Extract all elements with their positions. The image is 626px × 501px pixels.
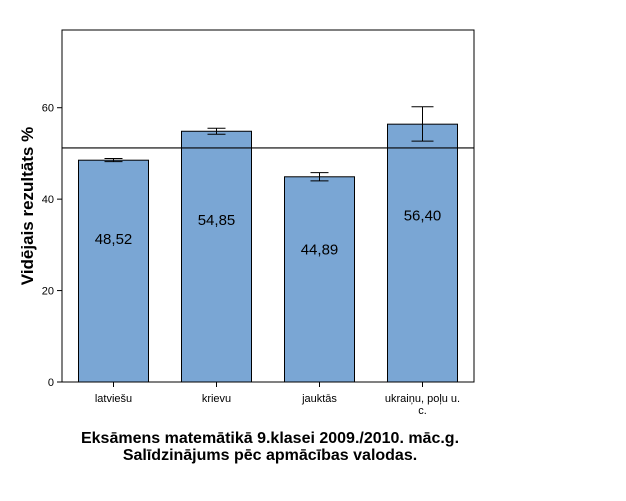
y-tick-label: 0 (48, 377, 54, 389)
y-tick-label: 40 (42, 194, 54, 206)
chart-title: Eksāmens matemātikā 9.klasei 2009./2010.… (80, 430, 460, 464)
data-label: 54,85 (198, 212, 236, 229)
bar (387, 123, 458, 383)
y-tick-label: 20 (42, 286, 54, 298)
bar (284, 176, 355, 383)
x-tick-label: ukraiņu, poļu u. (385, 393, 460, 405)
data-label: 44,89 (301, 242, 339, 259)
y-axis-label: Vidējais rezultāts % (18, 127, 37, 285)
data-label: 56,40 (404, 207, 442, 224)
data-label: 48,52 (95, 231, 133, 248)
bar (181, 130, 252, 383)
x-tick-label: krievu (202, 393, 231, 405)
bar (78, 159, 149, 383)
x-tick-label: c. (418, 405, 427, 417)
x-tick-label: jauktās (301, 393, 337, 405)
y-tick-label: 60 (42, 103, 54, 115)
x-tick-label: latviešu (95, 393, 132, 405)
